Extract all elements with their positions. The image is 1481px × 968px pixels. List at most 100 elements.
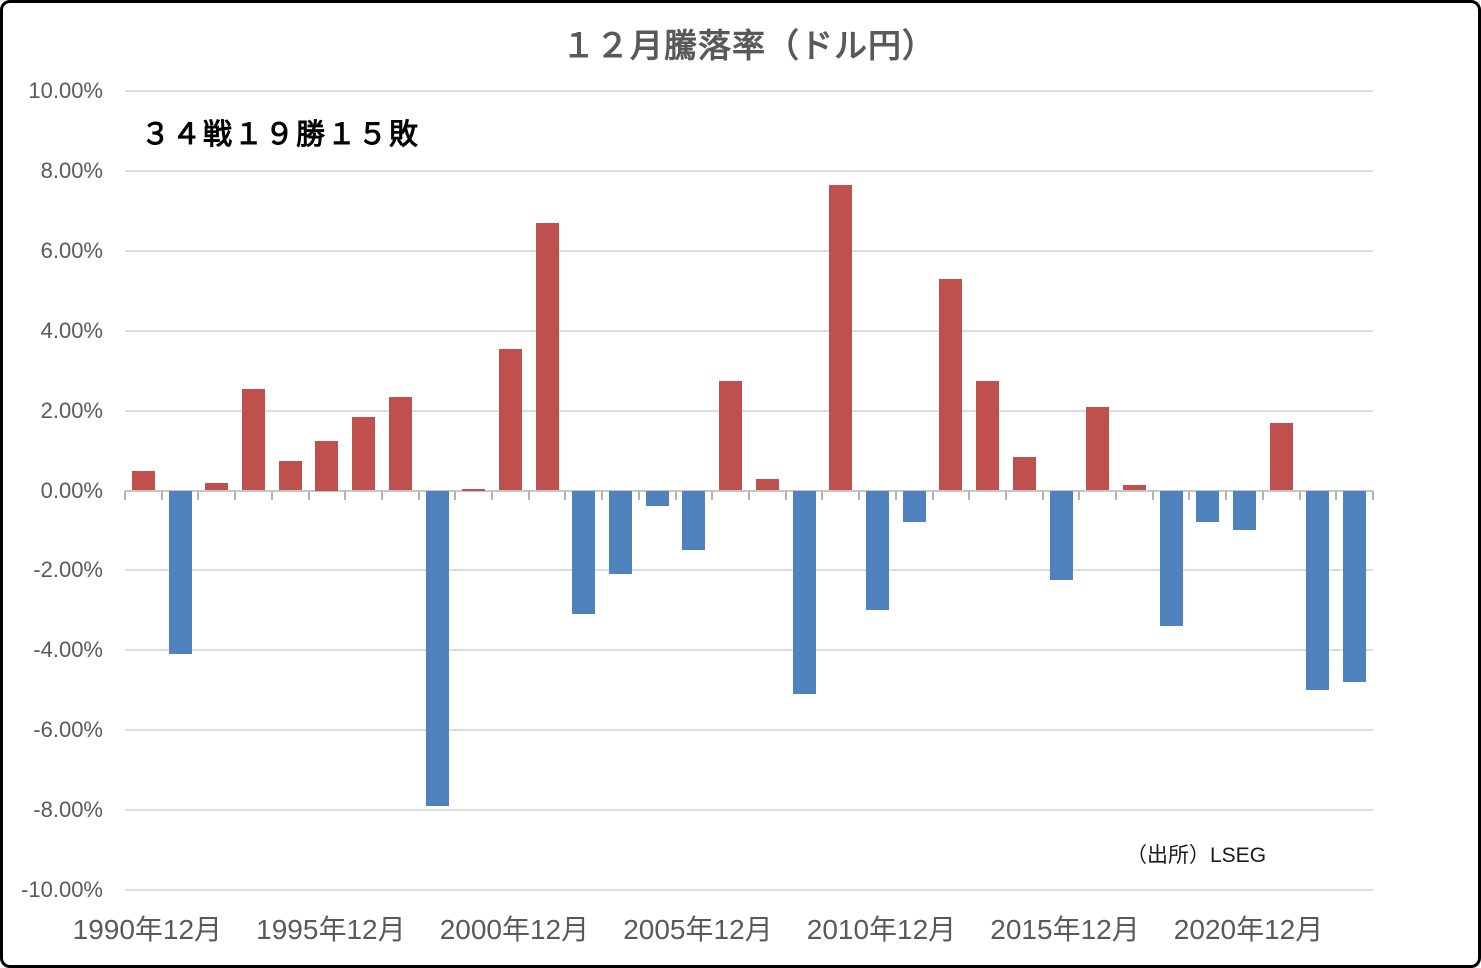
x-axis-tick-label: 2020年12月 [1173, 914, 1324, 945]
category-axis-tick [527, 490, 530, 500]
bar-negative [1306, 490, 1330, 691]
x-axis-tick-label: 2015年12月 [990, 914, 1140, 945]
y-axis-tick-label: 10.00% [28, 78, 103, 103]
category-axis-tick [1261, 490, 1264, 500]
y-axis-tick-label: -10.00% [21, 877, 103, 902]
y-axis-tick-label: -6.00% [33, 717, 103, 743]
category-axis-tick [1078, 490, 1081, 500]
bar-positive [1012, 456, 1036, 491]
bar-negative [1233, 490, 1257, 531]
y-axis-tick-label: 4.00% [40, 317, 103, 343]
y-axis-tick-label: 6.00% [40, 237, 103, 263]
y-axis-tick-label: -4.00% [33, 637, 103, 663]
bar-positive [719, 380, 743, 491]
category-axis-tick [344, 490, 347, 500]
category-axis-tick [601, 490, 604, 500]
category-axis-tick [748, 490, 750, 500]
bar-positive [755, 478, 779, 491]
bar-positive [1269, 422, 1293, 491]
category-axis-tick [821, 490, 824, 500]
x-axis-tick-label: 2005年12月 [623, 914, 773, 945]
gridline [125, 809, 1373, 812]
bar-negative [1196, 490, 1220, 523]
bar-negative [1159, 490, 1183, 627]
y-axis-tick-label: 0.00% [40, 477, 103, 503]
bar-negative [1343, 490, 1367, 683]
x-axis-tick-label: 1990年12月 [72, 914, 223, 945]
bar-positive [352, 416, 376, 491]
bar-negative [645, 490, 669, 507]
category-axis-tick [1188, 490, 1191, 500]
category-axis-tick [307, 490, 310, 500]
category-axis-tick [711, 490, 714, 500]
bar-positive [829, 184, 853, 491]
x-axis-tick-label: 2000年12月 [439, 914, 590, 945]
bar-positive [241, 388, 265, 491]
gridline [125, 169, 1373, 172]
category-axis-tick [1335, 490, 1338, 500]
category-axis-tick [784, 490, 787, 500]
category-axis-tick [234, 490, 237, 500]
bar-positive [1122, 484, 1146, 491]
bar-negative [425, 490, 449, 807]
category-axis-tick [564, 490, 567, 500]
category-axis-tick [1004, 490, 1007, 500]
bar-positive [388, 396, 412, 491]
category-axis-tick [1115, 490, 1118, 500]
category-axis-tick [674, 490, 677, 500]
category-axis-tick [270, 490, 273, 500]
bar-positive [535, 222, 559, 491]
y-axis-tick-label: -8.00% [33, 797, 103, 823]
category-axis-tick [380, 490, 383, 500]
category-axis-tick [1298, 490, 1301, 500]
bar-positive [205, 482, 229, 491]
category-axis-tick [968, 490, 971, 500]
category-axis-tick [931, 490, 934, 500]
bar-positive [131, 470, 155, 491]
y-axis-tick-label: 2.00% [40, 397, 103, 423]
bar-positive [315, 440, 339, 491]
gridline [125, 409, 1373, 412]
y-axis-tick-label: -2.00% [33, 557, 103, 583]
bar-positive [462, 488, 486, 491]
x-axis-tick-label: 2010年12月 [806, 914, 957, 945]
bar-negative [792, 490, 816, 695]
category-axis-tick [417, 490, 420, 500]
gridline [125, 889, 1373, 891]
category-axis-tick [197, 490, 200, 500]
gridline [125, 569, 1373, 572]
bar-negative [902, 490, 926, 523]
category-axis-tick [124, 490, 126, 500]
bar-negative [1049, 490, 1073, 581]
category-axis-tick [1225, 490, 1228, 500]
plot-area: 10.00% 8.00% 6.00% 4.00% 2.00% 0.00% -2.00% -4.… [3, 3, 1478, 965]
gridline [125, 90, 1373, 92]
bar-positive [976, 380, 1000, 491]
gridline [125, 249, 1373, 252]
bar-negative [682, 490, 706, 551]
category-axis-tick [454, 490, 457, 500]
win-loss-annotation: ３４戦１９勝１５敗 [141, 119, 421, 151]
gridline [125, 329, 1373, 332]
bar-negative [609, 490, 633, 575]
y-axis-tick-label: 8.00% [40, 157, 103, 183]
category-axis-tick [637, 490, 640, 500]
category-axis-tick [491, 490, 494, 500]
category-axis-tick [858, 490, 861, 500]
bar-negative [865, 490, 889, 611]
category-axis-tick [1041, 490, 1044, 500]
source-note: （出所）LSEG [1126, 844, 1267, 867]
gridline [125, 729, 1373, 732]
category-axis-tick [1372, 490, 1374, 500]
category-axis-tick [894, 490, 897, 500]
bar-negative [572, 490, 596, 615]
bar-positive [939, 278, 963, 491]
bar-positive [498, 348, 522, 491]
category-axis-tick [1151, 490, 1154, 500]
bar-negative [168, 490, 192, 655]
bar-positive [278, 460, 302, 491]
bar-positive [1086, 406, 1110, 491]
x-axis-tick-label: 1995年12月 [256, 914, 406, 945]
chart-title: １２月騰落率（ドル円） [562, 27, 936, 64]
